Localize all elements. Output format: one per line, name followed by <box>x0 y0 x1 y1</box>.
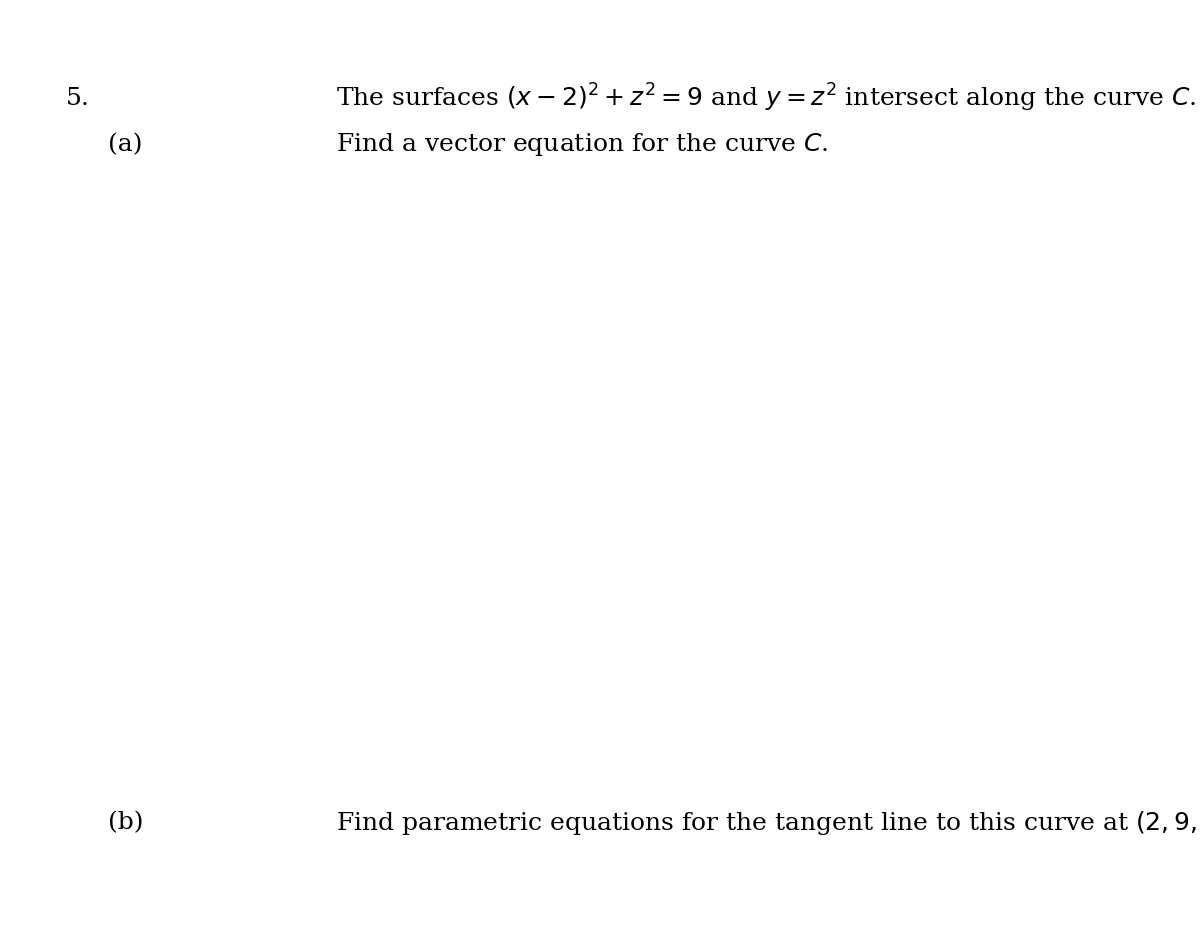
Text: (b): (b) <box>108 812 144 834</box>
Text: 5.: 5. <box>66 87 90 109</box>
Text: Find parametric equations for the tangent line to this curve at $(2, 9, 3)$.: Find parametric equations for the tangen… <box>336 809 1200 837</box>
Text: Find a vector equation for the curve $C$.: Find a vector equation for the curve $C$… <box>336 132 828 158</box>
Text: The surfaces $(x - 2)^2 + z^2 = 9$ and $y = z^2$ intersect along the curve $C$.: The surfaces $(x - 2)^2 + z^2 = 9$ and $… <box>336 82 1196 114</box>
Text: (a): (a) <box>108 134 143 156</box>
